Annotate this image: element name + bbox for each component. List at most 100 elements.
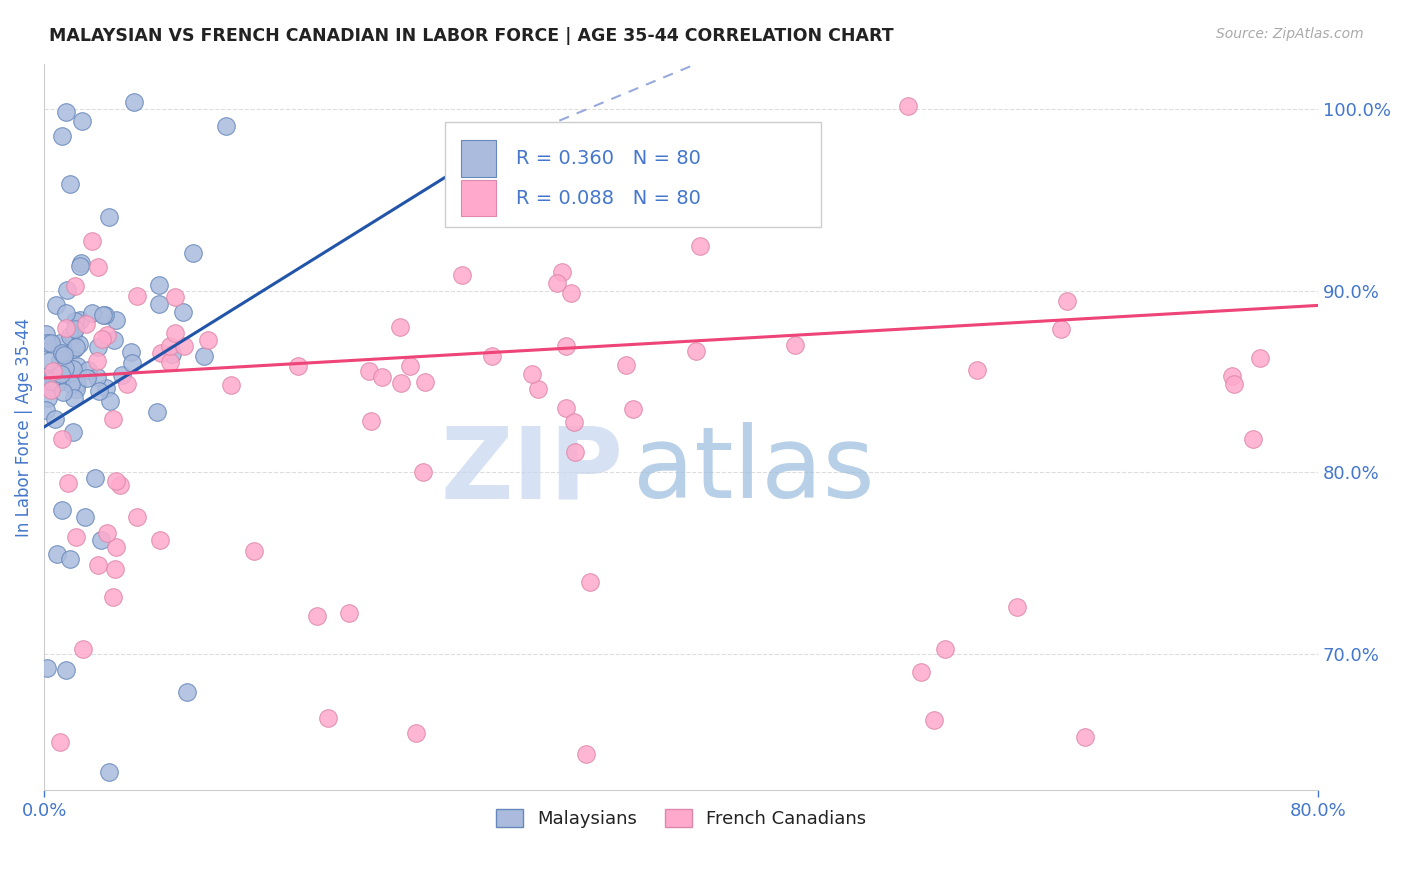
Point bbox=[44, 412, 66, 426]
Point bbox=[181, 246, 204, 260]
Point bbox=[574, 747, 596, 761]
Point bbox=[614, 358, 637, 372]
Point bbox=[110, 478, 132, 492]
Point bbox=[172, 304, 194, 318]
Point bbox=[70, 256, 93, 270]
Point bbox=[391, 376, 413, 390]
Point bbox=[69, 259, 91, 273]
Point bbox=[111, 368, 134, 382]
Point bbox=[243, 543, 266, 558]
Point bbox=[125, 289, 148, 303]
Point bbox=[785, 337, 807, 351]
Point bbox=[555, 339, 578, 353]
Point bbox=[685, 344, 707, 359]
Point bbox=[546, 277, 568, 291]
Point bbox=[55, 663, 77, 677]
Point bbox=[360, 414, 382, 428]
Point bbox=[101, 411, 124, 425]
Point bbox=[1056, 293, 1078, 308]
Point bbox=[146, 405, 169, 419]
Point bbox=[39, 336, 62, 351]
Point bbox=[197, 333, 219, 347]
Point bbox=[103, 334, 125, 348]
Point bbox=[35, 403, 58, 417]
Point bbox=[121, 356, 143, 370]
Point bbox=[51, 346, 73, 360]
Point bbox=[450, 268, 472, 282]
Legend: Malaysians, French Canadians: Malaysians, French Canadians bbox=[489, 802, 873, 835]
Point bbox=[48, 336, 70, 351]
Point bbox=[52, 384, 75, 399]
Point bbox=[97, 764, 120, 779]
Text: R = 0.360   N = 80: R = 0.360 N = 80 bbox=[516, 149, 700, 168]
Point bbox=[1073, 731, 1095, 745]
Point bbox=[165, 326, 187, 340]
Y-axis label: In Labor Force | Age 35-44: In Labor Force | Age 35-44 bbox=[15, 318, 32, 537]
Point bbox=[37, 392, 59, 406]
Point bbox=[176, 685, 198, 699]
Point bbox=[51, 503, 73, 517]
Point bbox=[897, 99, 920, 113]
Point bbox=[63, 314, 86, 328]
Point bbox=[77, 363, 100, 377]
Point bbox=[59, 377, 82, 392]
Point bbox=[41, 364, 63, 378]
Point bbox=[51, 368, 73, 382]
Text: R = 0.088   N = 80: R = 0.088 N = 80 bbox=[516, 189, 700, 208]
Point bbox=[53, 348, 76, 362]
Point bbox=[159, 339, 181, 353]
Point bbox=[122, 95, 145, 109]
Bar bbox=[461, 140, 496, 177]
Point bbox=[86, 354, 108, 368]
Point bbox=[560, 286, 582, 301]
Point bbox=[399, 359, 422, 374]
Point bbox=[87, 558, 110, 572]
Point bbox=[87, 340, 110, 354]
Point bbox=[37, 661, 59, 675]
Point bbox=[49, 353, 72, 368]
Point bbox=[62, 327, 84, 342]
Point bbox=[66, 359, 89, 374]
Point bbox=[125, 509, 148, 524]
Bar bbox=[461, 180, 496, 217]
Point bbox=[35, 327, 58, 342]
Point bbox=[42, 370, 65, 384]
Point bbox=[1050, 322, 1073, 336]
Point bbox=[1249, 351, 1271, 365]
Point bbox=[59, 177, 82, 191]
Point bbox=[69, 337, 91, 351]
Point bbox=[966, 363, 988, 377]
Point bbox=[1223, 376, 1246, 391]
Point bbox=[105, 313, 128, 327]
Point bbox=[101, 590, 124, 604]
Point bbox=[62, 425, 84, 439]
Point bbox=[55, 321, 77, 335]
Point bbox=[562, 416, 585, 430]
Point bbox=[38, 354, 60, 368]
Point bbox=[91, 332, 114, 346]
Point bbox=[82, 305, 104, 319]
Point bbox=[481, 349, 503, 363]
Point bbox=[149, 533, 172, 547]
Point bbox=[55, 104, 77, 119]
Point bbox=[94, 309, 117, 323]
Point bbox=[90, 533, 112, 547]
Point bbox=[45, 298, 67, 312]
Point bbox=[527, 382, 550, 396]
Point bbox=[922, 713, 945, 727]
Point bbox=[51, 128, 73, 143]
Point bbox=[370, 369, 392, 384]
Point bbox=[56, 283, 79, 297]
Point bbox=[70, 114, 93, 128]
Point bbox=[1222, 369, 1244, 384]
Point bbox=[39, 371, 62, 385]
Point bbox=[65, 382, 87, 396]
Point bbox=[579, 574, 602, 589]
Point bbox=[215, 120, 238, 134]
Point bbox=[120, 345, 142, 359]
Point bbox=[53, 360, 76, 375]
Point bbox=[80, 234, 103, 248]
Point bbox=[100, 393, 122, 408]
Point bbox=[413, 376, 436, 390]
Point bbox=[96, 525, 118, 540]
